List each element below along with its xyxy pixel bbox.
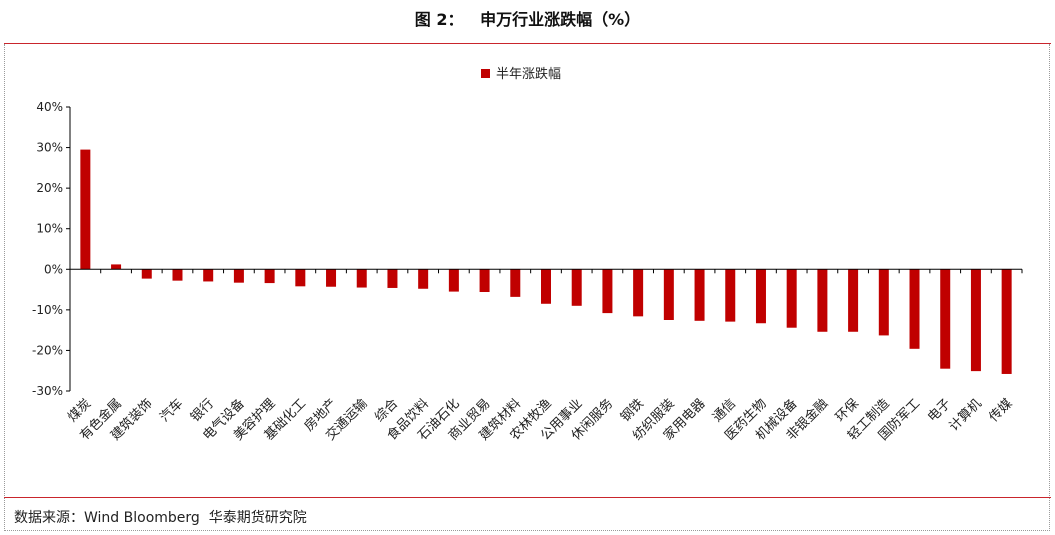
bar bbox=[356, 269, 367, 288]
bar bbox=[141, 269, 152, 279]
bar bbox=[111, 264, 122, 270]
category-label: 汽车 bbox=[157, 396, 187, 426]
bar bbox=[970, 269, 981, 372]
bar bbox=[295, 269, 306, 287]
bar bbox=[510, 269, 521, 297]
y-tick-label: 0% bbox=[44, 262, 63, 276]
bar bbox=[479, 269, 490, 293]
bar bbox=[786, 269, 797, 328]
bar bbox=[387, 269, 398, 288]
bar bbox=[80, 149, 91, 270]
bar bbox=[663, 269, 674, 320]
bar bbox=[940, 269, 951, 369]
legend-swatch bbox=[481, 69, 490, 78]
y-tick-label: 10% bbox=[36, 222, 63, 236]
bar bbox=[172, 269, 183, 281]
bar bbox=[326, 269, 337, 287]
bar bbox=[541, 269, 551, 304]
bar bbox=[264, 269, 275, 284]
bar bbox=[725, 269, 736, 322]
source-rule bbox=[4, 497, 1051, 498]
legend-label: 半年涨跌幅 bbox=[496, 66, 561, 82]
chart-title: 图 2： 申万行业涨跌幅（%） bbox=[414, 10, 641, 29]
bar bbox=[418, 269, 429, 289]
title-rule bbox=[4, 43, 1051, 44]
bar bbox=[1001, 269, 1012, 374]
y-tick-label: 20% bbox=[36, 181, 63, 195]
bar bbox=[233, 269, 244, 283]
y-tick-label: -10% bbox=[32, 303, 63, 317]
bar bbox=[694, 269, 705, 321]
bar bbox=[878, 269, 889, 336]
bar bbox=[571, 269, 582, 306]
category-label: 计算机 bbox=[947, 396, 985, 434]
bar bbox=[755, 269, 766, 324]
y-tick-label: 40% bbox=[36, 100, 63, 114]
y-tick-label: -20% bbox=[32, 343, 63, 357]
footer-frame bbox=[4, 498, 1050, 531]
bar bbox=[602, 269, 613, 314]
bar bbox=[848, 269, 859, 332]
source-note: 数据来源：Wind Bloomberg 华泰期货研究院 bbox=[14, 510, 307, 526]
bar bbox=[817, 269, 828, 332]
chart-frame bbox=[4, 44, 1050, 496]
bar bbox=[633, 269, 644, 317]
bar bbox=[909, 269, 920, 349]
category-label: 传媒 bbox=[986, 396, 1015, 425]
y-tick-label: -30% bbox=[32, 384, 63, 398]
bar bbox=[448, 269, 459, 292]
bar bbox=[203, 269, 214, 282]
y-tick-label: 30% bbox=[36, 141, 63, 155]
